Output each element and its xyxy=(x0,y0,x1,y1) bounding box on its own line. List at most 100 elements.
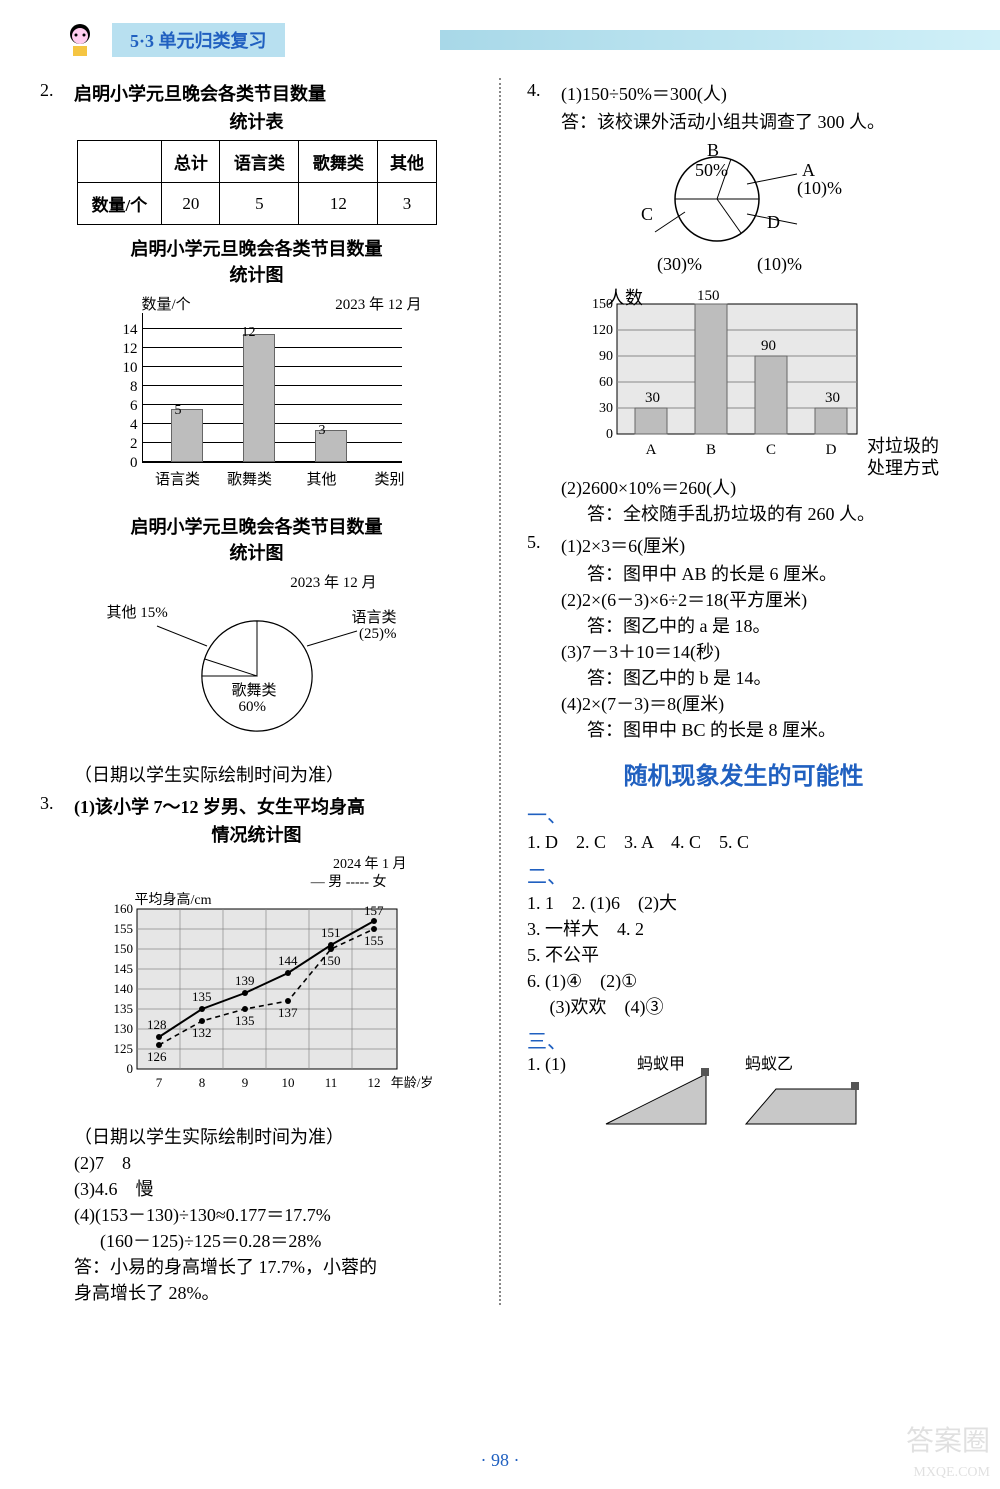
svg-text:150: 150 xyxy=(697,288,720,304)
part2-l1: 1. 1 2. (1)6 (2)大 xyxy=(527,889,960,915)
bar-xextra2: 处理方式 xyxy=(867,454,939,480)
svg-text:12: 12 xyxy=(367,1075,380,1090)
table-header: 总计 xyxy=(162,141,220,183)
table-header xyxy=(77,141,162,183)
content-columns: 2. 启明小学元旦晚会各类节目数量 统计表 总计 语言类 歌舞类 其他 数量/个… xyxy=(40,78,960,1305)
pie-B: B xyxy=(707,140,719,161)
q3-p4b: (160－125)÷125＝0.28＝28% xyxy=(40,1227,473,1253)
left-column: 2. 启明小学元旦晚会各类节目数量 统计表 总计 语言类 歌舞类 其他 数量/个… xyxy=(40,78,473,1305)
q3-p4d: 身高增长了 28%。 xyxy=(40,1279,473,1305)
q2-sub3: 统计图 xyxy=(40,539,473,565)
q3-p3: (3)4.6 慢 xyxy=(40,1175,473,1201)
pie-lang: 语言类 xyxy=(351,606,396,627)
bar xyxy=(243,334,275,462)
header-bar xyxy=(440,30,1000,50)
q2-title1: 启明小学元旦晚会各类节目数量 xyxy=(74,80,326,106)
page-number: · 98 · xyxy=(0,1450,1000,1471)
part2-hdr: 二、 xyxy=(527,860,960,889)
header-tab: 5·3 单元归类复习 xyxy=(112,23,285,57)
q5-l2: (2)2×(6－3)×6÷2＝18(平方厘米) xyxy=(527,586,960,612)
q4-p1: (1)150÷50%＝300(人) xyxy=(561,80,727,106)
q2-sub1: 统计表 xyxy=(40,108,473,134)
svg-text:10: 10 xyxy=(281,1075,294,1090)
svg-text:139: 139 xyxy=(235,973,255,988)
bar-date: 2023 年 12 月 xyxy=(335,293,421,314)
line-svg: 128135139 144151157 126132135 137150155 … xyxy=(77,853,437,1113)
q2-title2: 启明小学元旦晚会各类节目数量 xyxy=(40,235,473,261)
ant-b: 蚂蚁乙 xyxy=(745,1050,793,1074)
q4-bar: 人数 30150 9030 03060 90120150 xyxy=(567,284,960,474)
column-divider xyxy=(499,78,501,1305)
svg-text:135: 135 xyxy=(235,1013,255,1028)
svg-text:155: 155 xyxy=(364,933,384,948)
svg-text:150: 150 xyxy=(321,953,341,968)
pie-B-pct: 50% xyxy=(695,160,728,181)
q5-l1a: 答：图甲中 AB 的长是 6 厘米。 xyxy=(527,560,960,586)
q3-p4c: 答：小易的身高增长了 17.7%，小蓉的 xyxy=(40,1253,473,1279)
part2-l3: 5. 不公平 xyxy=(527,941,960,967)
pie-D: D xyxy=(767,212,780,233)
part1-hdr: 一、 xyxy=(527,799,960,828)
q3-linechart: 2024 年 1 月 — 男 ----- 女 平均身高/cm xyxy=(77,853,437,1113)
part3-l1: 1. (1) xyxy=(527,1054,566,1075)
q3-num: 3. xyxy=(40,793,66,814)
table-header: 歌舞类 xyxy=(299,141,378,183)
svg-text:140: 140 xyxy=(113,981,133,996)
q4-p2b: 答：全校随手乱扔垃圾的有 260 人。 xyxy=(527,500,960,526)
pie-C-pct: (30)% xyxy=(657,254,702,275)
svg-text:9: 9 xyxy=(241,1075,248,1090)
svg-text:155: 155 xyxy=(113,921,133,936)
table-header: 其他 xyxy=(378,141,436,183)
ant-figure xyxy=(576,1054,876,1134)
q5-num: 5. xyxy=(527,532,553,553)
legend-male: — 男 xyxy=(311,875,343,890)
q5-l3: (3)7－3＋10＝14(秒) xyxy=(527,638,960,664)
svg-text:137: 137 xyxy=(278,1005,298,1020)
pie-C: C xyxy=(641,204,653,225)
svg-text:年龄/岁: 年龄/岁 xyxy=(390,1075,433,1090)
line-date: 2024 年 1 月 xyxy=(333,853,407,873)
table-cell: 20 xyxy=(162,183,220,225)
svg-text:90: 90 xyxy=(599,349,613,364)
bar-cat: 其他 xyxy=(294,468,350,489)
svg-text:D: D xyxy=(826,442,837,458)
table-rowlabel: 数量/个 xyxy=(77,183,162,225)
svg-text:0: 0 xyxy=(606,427,613,442)
svg-text:128: 128 xyxy=(147,1017,167,1032)
table-cell: 12 xyxy=(299,183,378,225)
svg-text:150: 150 xyxy=(113,941,133,956)
table-cell: 3 xyxy=(378,183,436,225)
pie-A-pct: (10)% xyxy=(797,178,842,199)
svg-text:30: 30 xyxy=(645,390,660,406)
q4-num: 4. xyxy=(527,80,553,101)
bar-val: 5 xyxy=(175,403,182,419)
q2-barchart: 数量/个 2023 年 12 月 5 12 3 0 2 4 6 8 10 12 … xyxy=(82,293,432,503)
mascot-icon xyxy=(60,20,100,60)
legend-female: ----- 女 xyxy=(346,875,387,890)
line-ylab: 平均身高/cm xyxy=(135,889,212,909)
svg-text:135: 135 xyxy=(113,1001,133,1016)
table-header: 语言类 xyxy=(220,141,299,183)
svg-text:8: 8 xyxy=(198,1075,205,1090)
bar-grid xyxy=(142,313,402,463)
q3-p1: (1)该小学 7～12 岁男、女生平均身高 xyxy=(74,793,365,819)
q2-table: 总计 语言类 歌舞类 其他 数量/个 20 5 12 3 xyxy=(77,140,437,225)
bar-cat: 歌舞类 xyxy=(222,468,278,489)
pie-lang-pct: (25)% xyxy=(359,626,397,643)
svg-text:144: 144 xyxy=(278,953,298,968)
q3-footnote: （日期以学生实际绘制时间为准） xyxy=(40,1123,473,1149)
q2-sub2: 统计图 xyxy=(40,261,473,287)
bar-val: 12 xyxy=(242,325,256,341)
bar-ylabel: 数量/个 xyxy=(142,293,191,314)
svg-text:B: B xyxy=(706,442,716,458)
q2-footnote: （日期以学生实际绘制时间为准） xyxy=(40,761,473,787)
svg-text:145: 145 xyxy=(113,961,133,976)
svg-text:151: 151 xyxy=(321,925,341,940)
part2-l2: 3. 一样大 4. 2 xyxy=(527,915,960,941)
svg-text:30: 30 xyxy=(599,401,613,416)
part2-l4: 6. (1)④ (2)① xyxy=(527,967,960,993)
svg-text:126: 126 xyxy=(147,1049,167,1064)
q4-pie: B 50% A (10)% C D (30)% (10)% xyxy=(607,134,960,284)
part1-row: 1. D 2. C 3. A 4. C 5. C xyxy=(527,828,960,854)
q5-l4: (4)2×(7－3)＝8(厘米) xyxy=(527,690,960,716)
